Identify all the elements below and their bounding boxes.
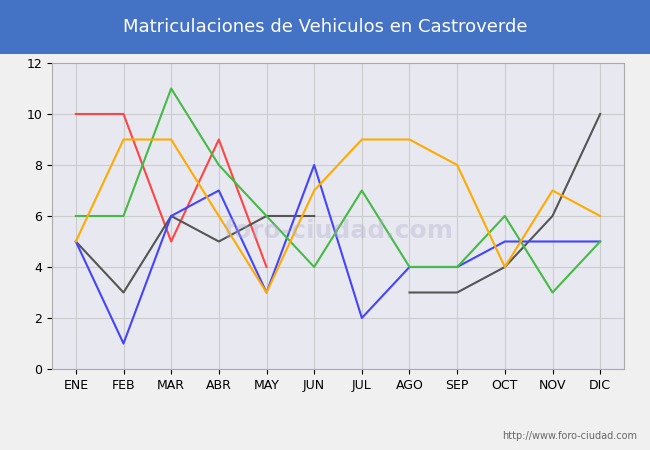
Text: foro-ciudad.com: foro-ciudad.com	[223, 219, 453, 243]
Text: Matriculaciones de Vehiculos en Castroverde: Matriculaciones de Vehiculos en Castrove…	[123, 18, 527, 36]
Text: http://www.foro-ciudad.com: http://www.foro-ciudad.com	[502, 431, 637, 441]
